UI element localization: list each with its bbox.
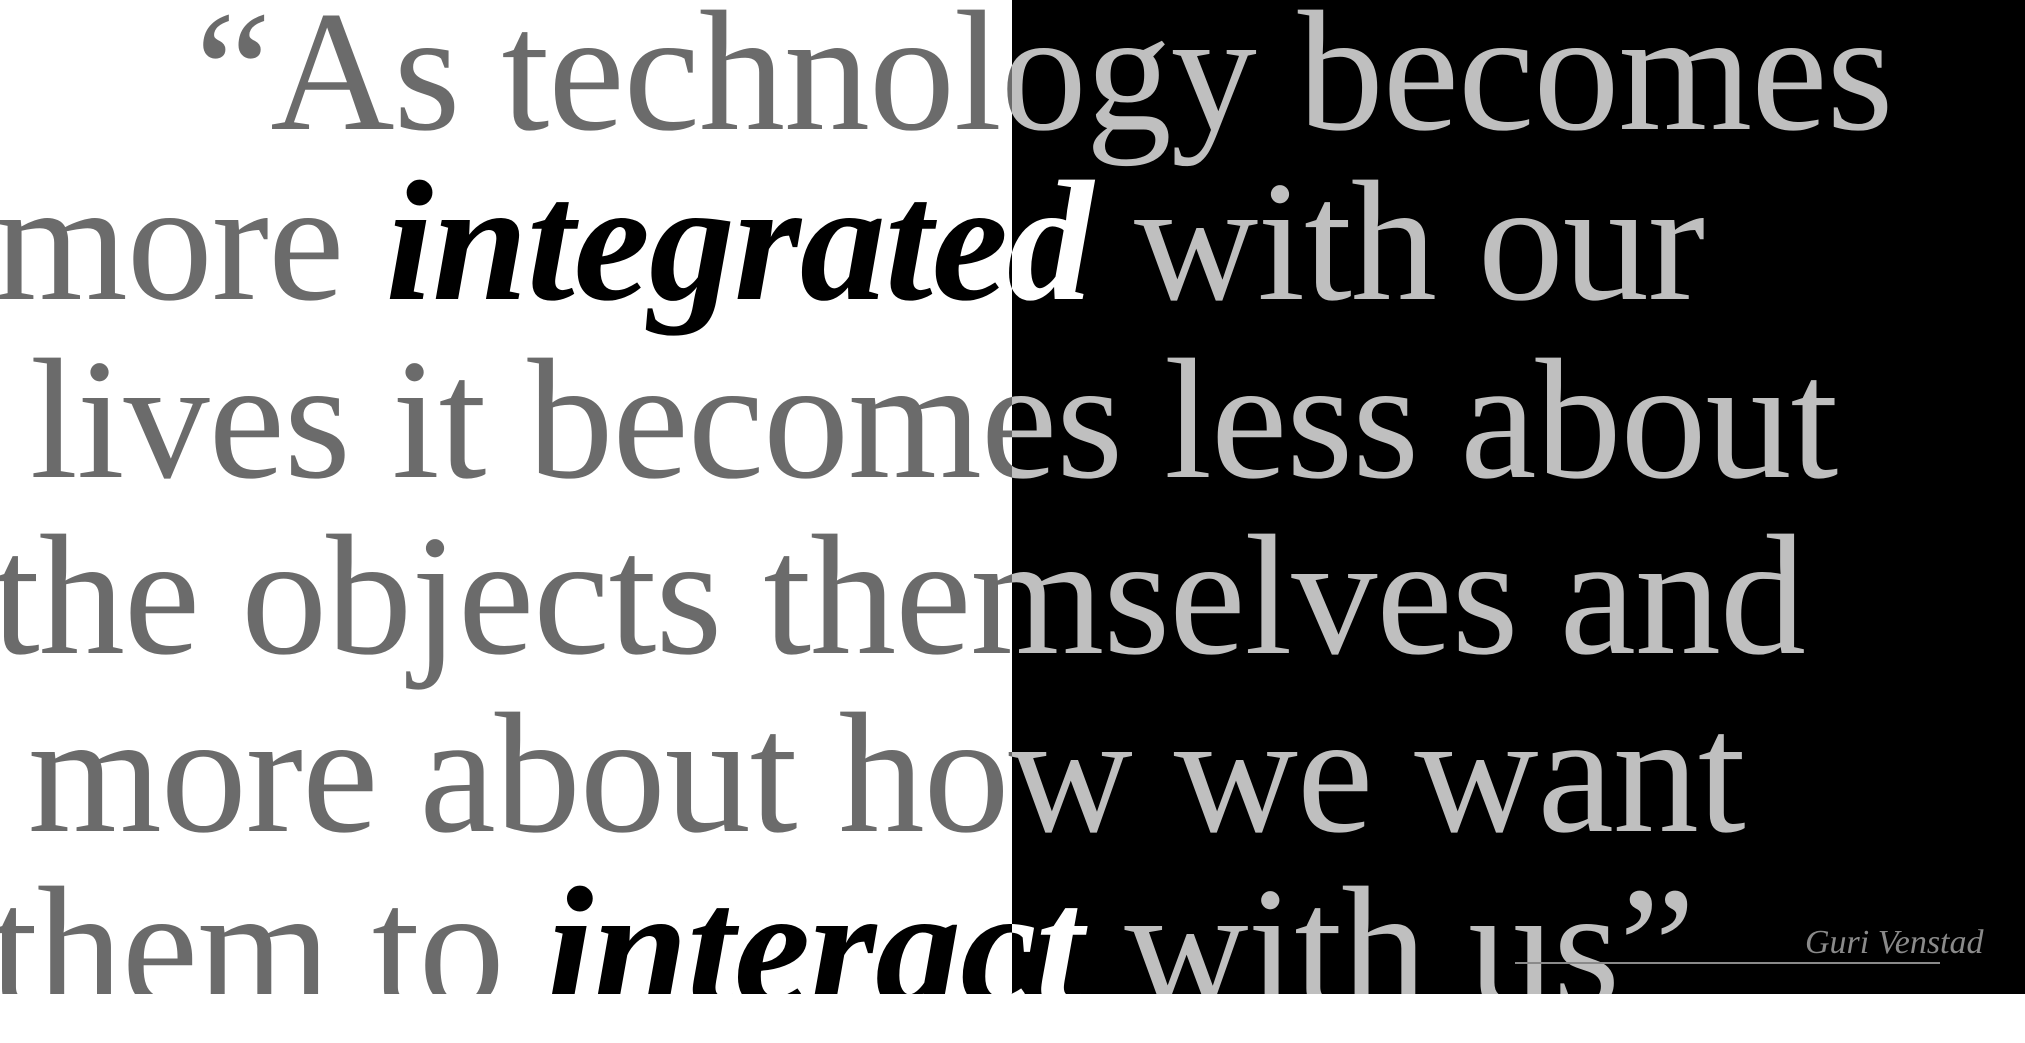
quote-line-4-text: the objects themselves and xyxy=(0,501,1805,691)
quote-layer-left: “As technology becomes more integrated w… xyxy=(0,0,1012,994)
quote-emphasis-interact: interact xyxy=(545,853,1083,1043)
quote-line-3-right: lives it becomes less about xyxy=(1012,334,1838,506)
quote-line-1-text: “As technology becomes xyxy=(195,0,1256,167)
attribution-name: Guri Venstad xyxy=(1805,924,1984,961)
quote-emphasis-interact-right: interact xyxy=(1012,853,1083,994)
quote-line-3-right-text: lives it becomes less about xyxy=(1012,325,1838,515)
quote-line-6-right: them to interact with us” xyxy=(1012,862,1695,994)
attribution-rule xyxy=(1515,962,1940,964)
quote-line-2: more integrated with our xyxy=(0,156,1012,328)
quote-line-5: more about how we want xyxy=(28,688,1012,860)
quote-layer-right: “As technology becomes more integrated w… xyxy=(1012,0,1893,994)
quote-line-6-right-text-end: with us” xyxy=(1082,853,1695,1043)
quote-line-3-text: lives it becomes less about xyxy=(30,325,1838,515)
quote-line-2-right-text-end: with our xyxy=(1092,147,1705,337)
quote-line-2-text: more xyxy=(0,147,386,337)
quote-line-5-right-text: more about how we want xyxy=(1012,679,1746,869)
quote-line-1-right: “As technology becomes xyxy=(1012,0,1893,158)
quote-line-4-right: the objects themselves and xyxy=(1012,510,1806,682)
quote-line-6-text: them to xyxy=(0,853,546,1043)
quote-line-5-text: more about how we want xyxy=(28,679,1745,869)
quote-line-1: “As technology becomes xyxy=(195,0,1012,158)
right-black-panel xyxy=(1012,0,2025,994)
quote-line-5-right: more about how we want xyxy=(1012,688,1746,860)
quote-line-4: the objects themselves and xyxy=(0,510,1012,682)
quote-line-4-right-text: the objects themselves and xyxy=(763,501,1806,691)
quote-line-2-right: more integrated with our xyxy=(1012,156,1705,328)
quote-emphasis-integrated: integrated xyxy=(385,147,1093,337)
quote-emphasis-integrated-right: integrated xyxy=(1012,147,1093,337)
left-white-panel xyxy=(0,0,1012,994)
quote-line-6: them to interact with us” xyxy=(0,862,1012,994)
quote-line-1-right-text: “As technology becomes xyxy=(195,0,1893,167)
quote-line-3: lives it becomes less about xyxy=(30,334,1012,506)
